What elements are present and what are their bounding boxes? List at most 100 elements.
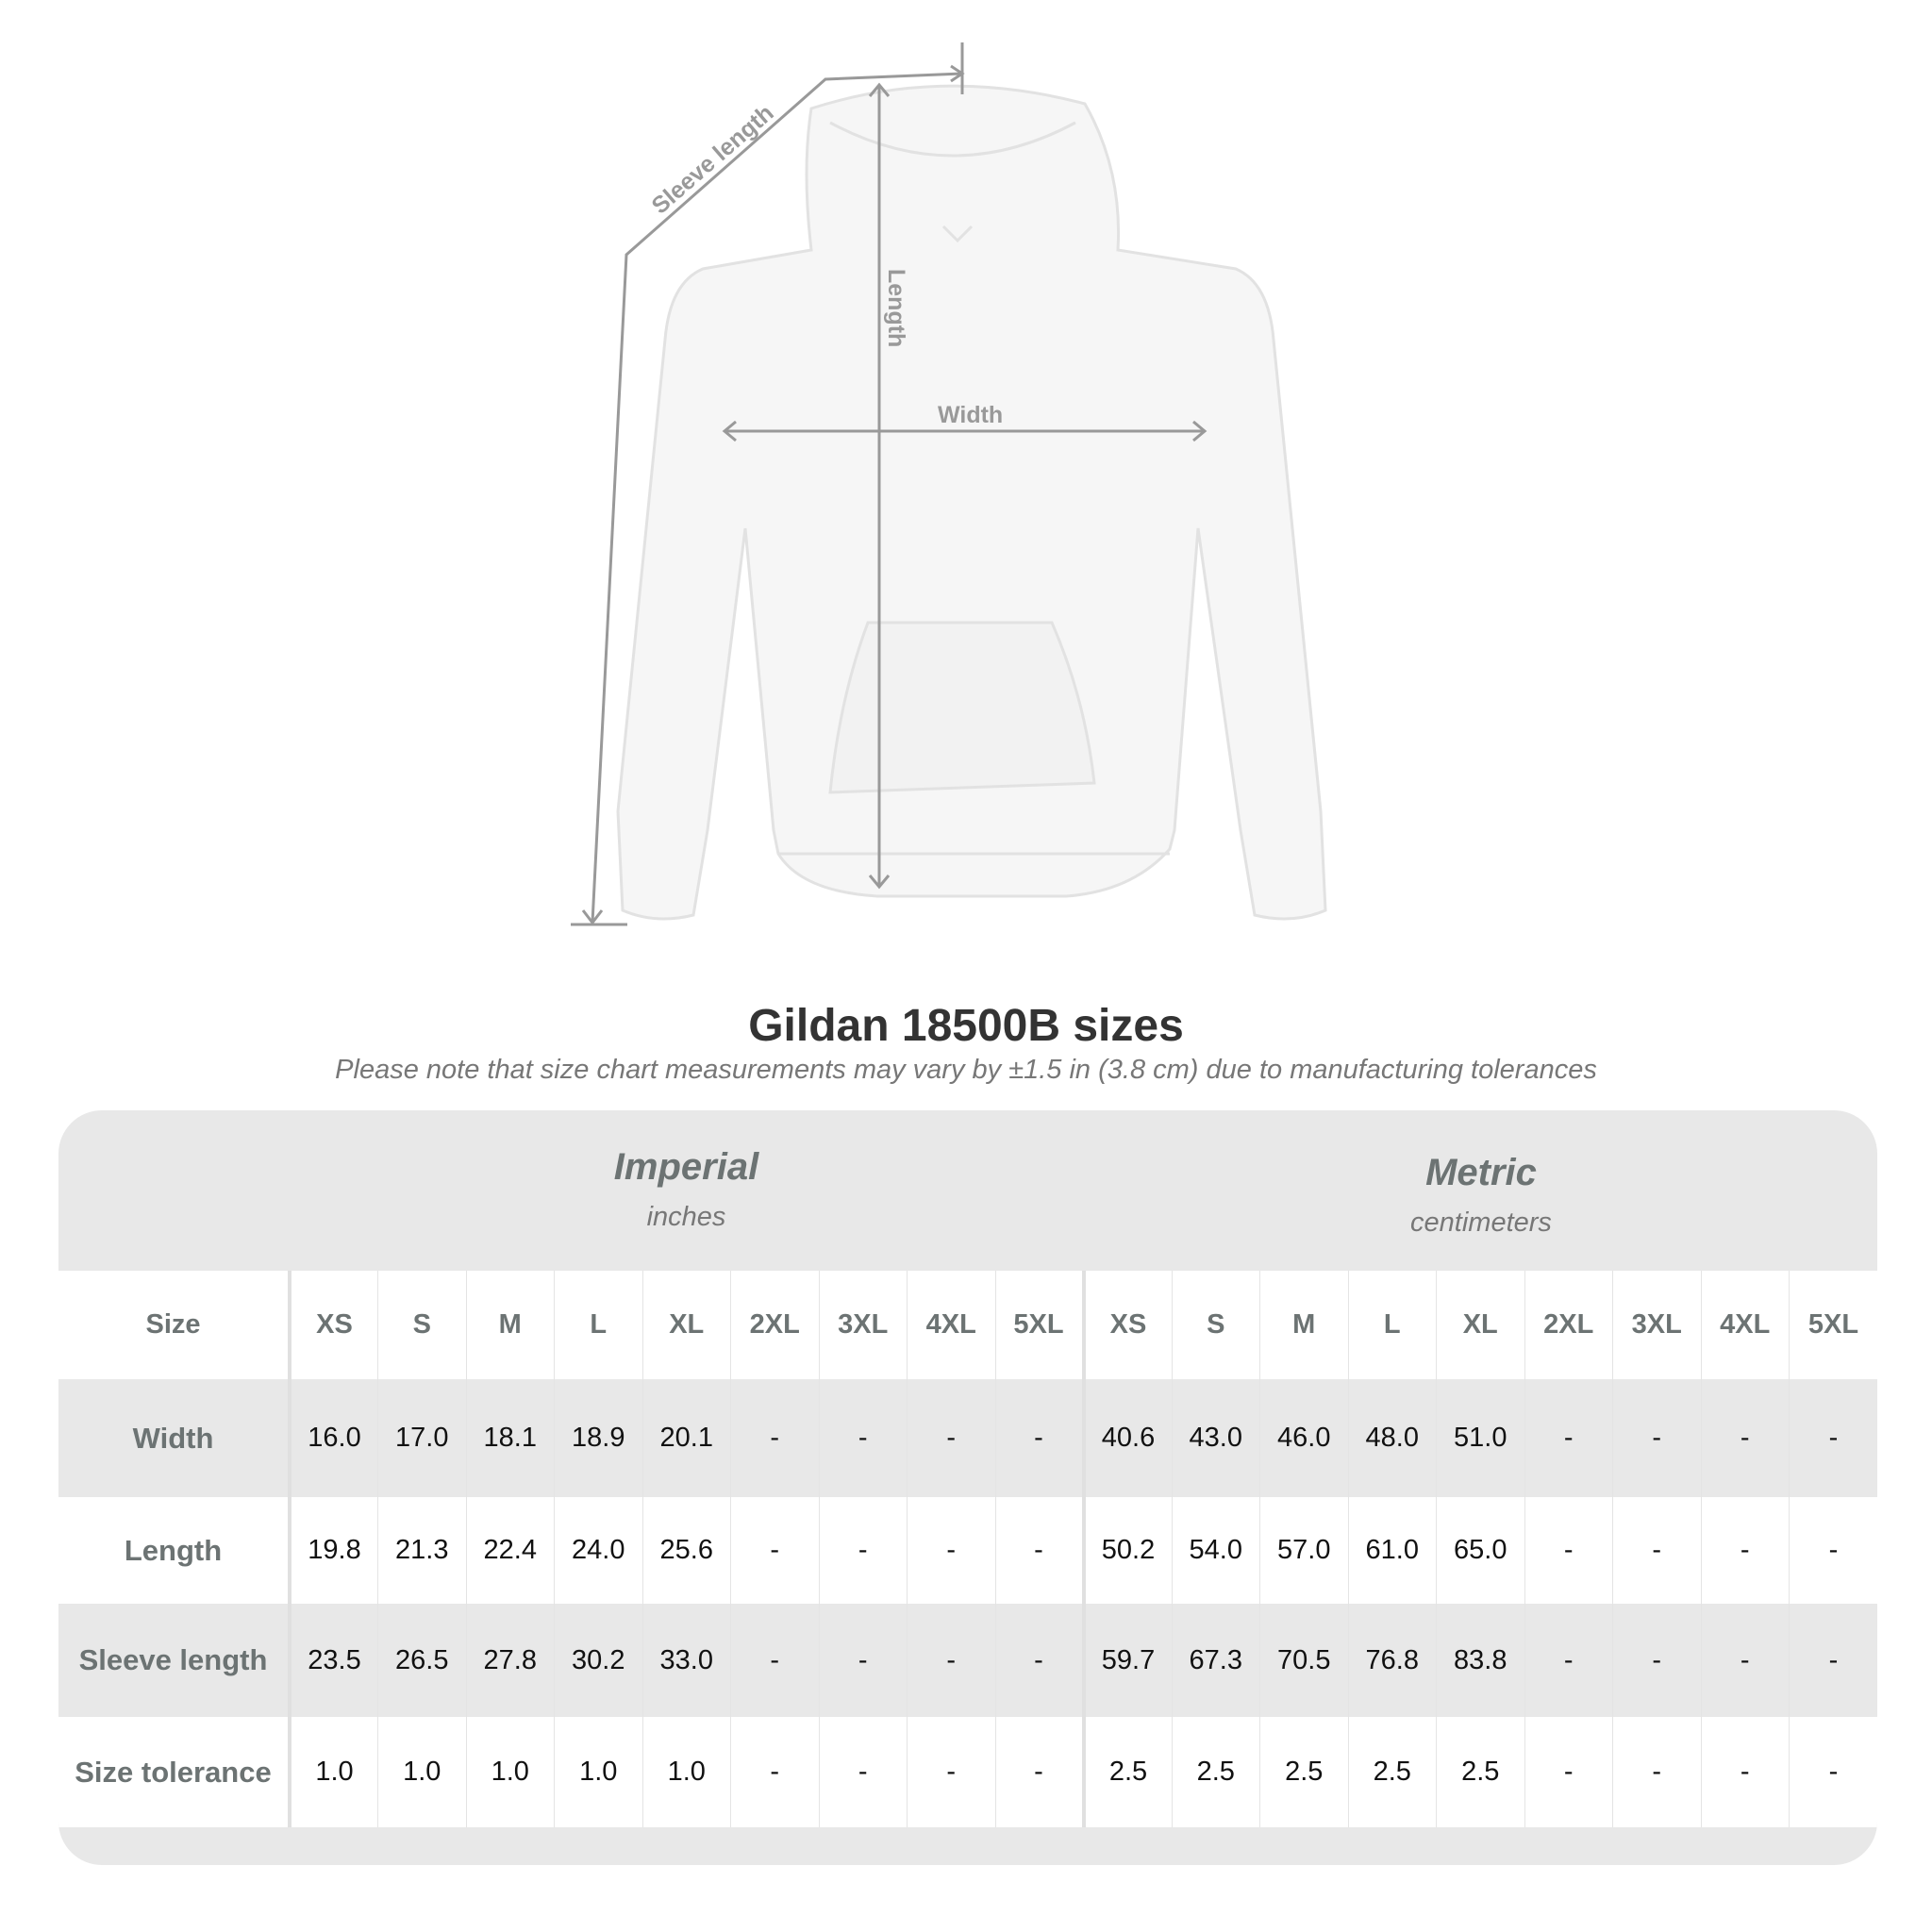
imperial-value-cell: 21.3 [377,1497,466,1604]
imperial-value-cell: - [907,1497,995,1604]
metric-value-cell: - [1524,1604,1613,1717]
imperial-size-s: S [377,1271,466,1379]
imperial-value-cell: 22.4 [465,1497,555,1604]
imperial-value-cell: 1.0 [641,1717,731,1827]
size-table-panel: Imperial inches Metric centimeters Size X… [58,1110,1877,1865]
row-label: Size tolerance [58,1717,290,1827]
hoodie-illustration [616,84,1327,921]
metric-value-cell: 70.5 [1259,1604,1348,1717]
imperial-value-cell: - [994,1604,1084,1717]
imperial-value-cell: 19.8 [288,1497,378,1604]
imperial-value-cell: 20.1 [641,1379,731,1497]
metric-value-cell: - [1612,1497,1701,1604]
metric-unit: centimeters [1410,1208,1552,1238]
imperial-value-cell: 1.0 [288,1717,378,1827]
length-label: Length [883,269,909,347]
imperial-value-cell: - [818,1379,908,1497]
metric-value-cell: 51.0 [1436,1379,1524,1497]
imperial-value-cell: 18.1 [465,1379,555,1497]
metric-size-l: L [1347,1271,1437,1379]
metric-value-cell: - [1612,1717,1701,1827]
metric-value-cell: - [1700,1604,1790,1717]
metric-size-3xl: 3XL [1612,1271,1701,1379]
metric-value-cell: 2.5 [1347,1717,1437,1827]
imperial-value-cell: 26.5 [377,1604,466,1717]
metric-value-cell: - [1789,1497,1877,1604]
metric-size-5xl: 5XL [1789,1271,1877,1379]
imperial-size-4xl: 4XL [907,1271,995,1379]
imperial-value-cell: 1.0 [554,1717,642,1827]
metric-value-cell: 46.0 [1259,1379,1348,1497]
imperial-value-cell: 17.0 [377,1379,466,1497]
row-label: Sleeve length [58,1604,290,1717]
imperial-unit: inches [646,1202,726,1232]
table-row-width: Width 16.0 17.0 18.1 18.9 20.1- - - -40.6 43.0 46.… [58,1379,1877,1497]
size-header-row: Size XS S M L XL 2XL 3XL 4XL 5XL XS S M L XL 2XL 3XL 4XL 5… [58,1271,1877,1379]
imperial-value-cell: - [730,1379,819,1497]
width-label: Width [938,402,1003,428]
tolerance-note: Please note that size chart measurements… [335,1055,1597,1085]
imperial-size-5xl: 5XL [994,1271,1084,1379]
imperial-value-cell: 1.0 [377,1717,466,1827]
metric-header: Metric centimeters [1085,1110,1877,1271]
imperial-size-xs: XS [288,1271,378,1379]
metric-value-cell: 83.8 [1436,1604,1524,1717]
metric-value-cell: 48.0 [1347,1379,1437,1497]
imperial-value-cell: 16.0 [288,1379,378,1497]
imperial-value-cell: - [730,1497,819,1604]
imperial-value-cell: 33.0 [641,1604,731,1717]
metric-value-cell: 43.0 [1171,1379,1260,1497]
imperial-value-cell: 27.8 [465,1604,555,1717]
imperial-value-cell: - [907,1604,995,1717]
table-row-sleeve-length: Sleeve length 23.5 26.5 27.8 30.2 33.0- - - -59.… [58,1604,1877,1717]
imperial-size-m: M [465,1271,555,1379]
metric-value-cell: 50.2 [1081,1497,1172,1604]
metric-size-4xl: 4XL [1700,1271,1790,1379]
metric-value-cell: - [1700,1717,1790,1827]
size-table: Size XS S M L XL 2XL 3XL 4XL 5XL XS S M L XL 2XL 3XL 4XL 5… [58,1271,1877,1827]
metric-value-cell: 57.0 [1259,1497,1348,1604]
row-label: Length [58,1497,290,1604]
sleeve-length-label: Sleeve length [647,100,779,220]
metric-value-cell: 2.5 [1171,1717,1260,1827]
imperial-size-xl: XL [641,1271,731,1379]
metric-value-cell: - [1524,1379,1613,1497]
imperial-value-cell: 24.0 [554,1497,642,1604]
metric-value-cell: - [1524,1717,1613,1827]
metric-value-cell: - [1789,1379,1877,1497]
metric-size-xs: XS [1081,1271,1172,1379]
row-label: Width [58,1379,290,1497]
metric-title: Metric [1425,1152,1537,1193]
metric-size-2xl: 2XL [1524,1271,1613,1379]
metric-value-cell: - [1612,1379,1701,1497]
metric-value-cell: 2.5 [1436,1717,1524,1827]
imperial-header: Imperial inches [290,1110,1083,1271]
imperial-size-2xl: 2XL [730,1271,819,1379]
metric-value-cell: 59.7 [1081,1604,1172,1717]
metric-value-cell: - [1612,1604,1701,1717]
chart-title: Gildan 18500B sizes [748,1001,1184,1051]
metric-value-cell: - [1524,1497,1613,1604]
metric-value-cell: - [1700,1379,1790,1497]
metric-size-xl: XL [1436,1271,1524,1379]
metric-value-cell: - [1789,1604,1877,1717]
metric-value-cell: 76.8 [1347,1604,1437,1717]
imperial-value-cell: 23.5 [288,1604,378,1717]
imperial-value-cell: 1.0 [465,1717,555,1827]
table-row-length: Length 19.8 21.3 22.4 24.0 25.6- - - -50.2 54.0 57… [58,1497,1877,1604]
size-column-label: Size [58,1271,290,1379]
imperial-value-cell: - [994,1379,1084,1497]
table-row-size-tolerance: Size tolerance 1.0 1.0 1.0 1.0 1.0- - - -2.5 2.5 2… [58,1717,1877,1827]
imperial-title: Imperial [613,1146,759,1188]
imperial-value-cell: 25.6 [641,1497,731,1604]
metric-value-cell: 67.3 [1171,1604,1260,1717]
hoodie-diagram: Sleeve length Length Width [571,42,1327,926]
imperial-value-cell: - [907,1717,995,1827]
imperial-size-l: L [554,1271,642,1379]
imperial-value-cell: - [907,1379,995,1497]
metric-value-cell: - [1700,1497,1790,1604]
metric-value-cell: 2.5 [1259,1717,1348,1827]
imperial-value-cell: 30.2 [554,1604,642,1717]
metric-size-m: M [1259,1271,1348,1379]
measurement-lines [571,42,1208,926]
